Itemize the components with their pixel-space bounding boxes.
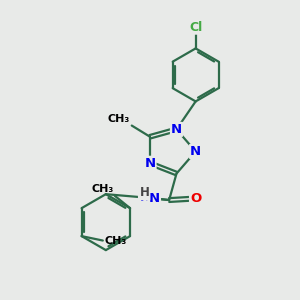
Text: H: H [140,191,150,204]
Text: CH₃: CH₃ [104,236,127,245]
Text: N: N [149,191,160,204]
Text: H: H [139,191,149,204]
Text: CH₃: CH₃ [91,184,113,194]
Text: N: N [144,157,156,170]
Text: O: O [190,192,201,205]
Text: N: N [148,192,159,205]
Text: N: N [171,123,182,136]
Text: H: H [140,187,149,200]
Text: N: N [190,145,201,158]
Text: Cl: Cl [189,21,202,34]
Text: CH₃: CH₃ [107,114,129,124]
